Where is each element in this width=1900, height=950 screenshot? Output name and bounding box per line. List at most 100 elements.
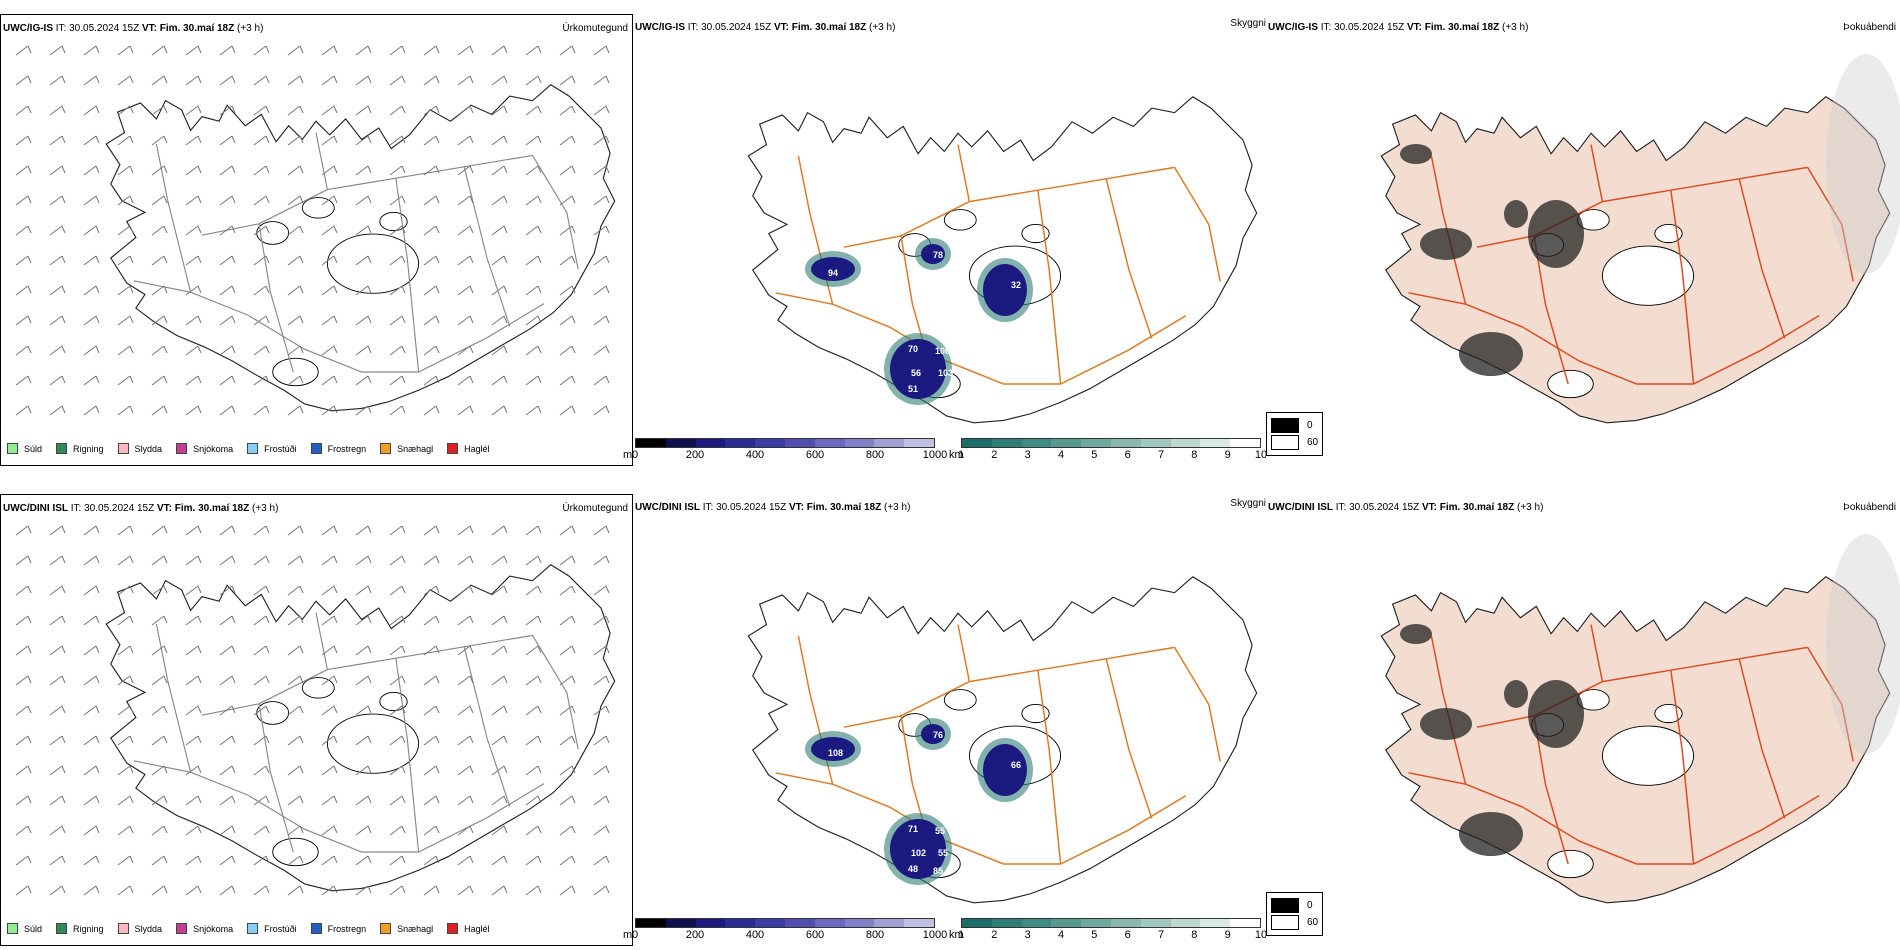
wind-barb [299, 615, 304, 624]
wind-barb [571, 345, 576, 354]
wind-barb [129, 855, 134, 864]
wind-barb [525, 195, 539, 206]
wind-barb [593, 735, 607, 746]
wind-barb [469, 255, 474, 264]
wind-barb [95, 75, 100, 84]
wind-barb [129, 555, 134, 564]
colorbar-tick-label: 1000 [922, 449, 948, 461]
wind-barb [83, 525, 97, 536]
wind-barb [185, 615, 199, 626]
wind-barb [571, 525, 576, 534]
wind-barb [49, 825, 63, 836]
wind-barb [95, 705, 100, 714]
wind-barb [559, 885, 573, 896]
wind-barb [537, 675, 542, 684]
wind-barb [321, 675, 335, 686]
fog-legend-swatch [1271, 435, 1299, 450]
wind-barb [605, 765, 610, 774]
wind-barb [423, 855, 437, 866]
wind-barb [151, 135, 165, 146]
wind-barb [435, 705, 440, 714]
wind-barb [469, 285, 474, 294]
wind-barb [219, 345, 233, 356]
precip-type-title: Úrkomutegund [562, 23, 628, 34]
cloudbase-value-label: 106 [935, 346, 950, 356]
wind-barb [389, 885, 403, 896]
wind-barb [571, 645, 576, 654]
cloudbase-value-label: 94 [828, 268, 838, 278]
wind-barb [593, 75, 607, 86]
wind-barb [129, 195, 134, 204]
cloudbase-value-label: 71 [908, 824, 918, 834]
wind-barb [61, 735, 66, 744]
wind-barb [389, 45, 403, 56]
fog-legend-item: 60 [1271, 435, 1318, 450]
wind-barb [571, 375, 576, 384]
wind-barb [503, 345, 508, 354]
fog-patch [1504, 680, 1528, 708]
wind-barb [163, 285, 168, 294]
wind-barb [49, 675, 63, 686]
wind-barb [231, 165, 236, 174]
wind-barb [151, 105, 165, 116]
wind-barb [185, 855, 199, 866]
wind-barb [355, 585, 369, 596]
wind-barb [559, 405, 573, 416]
wind-barb [151, 195, 165, 206]
wind-barb [537, 885, 542, 894]
precip-legend-swatch [447, 443, 459, 454]
wind-barb [571, 795, 576, 804]
wind-barb [435, 765, 440, 774]
road-line [315, 612, 328, 670]
wind-barb [163, 405, 168, 414]
wind-barb [197, 105, 202, 114]
precip-legend-item: Rigning [56, 923, 104, 934]
wind-barb [287, 75, 301, 86]
wind-barb [593, 855, 607, 866]
wind-barb [253, 735, 267, 746]
wind-barb [265, 615, 270, 624]
visibility-title: Skyggni [1230, 18, 1266, 29]
wind-barb [27, 105, 32, 114]
wind-barb [435, 615, 440, 624]
wind-barb [117, 45, 131, 56]
wind-barb [537, 555, 542, 564]
wind-barb [525, 45, 539, 56]
wind-barb [15, 525, 29, 536]
wind-barb [525, 765, 539, 776]
wind-barb [389, 195, 403, 206]
wind-barb [265, 825, 270, 834]
wind-barb [95, 105, 100, 114]
wind-barb [389, 75, 403, 86]
cloudbase-value-label: 103 [938, 368, 953, 378]
wind-barb [265, 105, 270, 114]
wind-barb [287, 885, 301, 896]
wind-barb [491, 525, 505, 536]
wind-barb [593, 45, 607, 56]
wind-barb [117, 705, 131, 716]
wind-barb [61, 195, 66, 204]
wind-barb [333, 405, 338, 414]
wind-barb [49, 555, 63, 566]
wind-barb [503, 645, 508, 654]
wind-barb [457, 225, 471, 236]
wind-barb [299, 195, 304, 204]
road-line [775, 772, 1187, 865]
wind-barb [491, 285, 505, 296]
precip-legend-label: Rigning [73, 923, 104, 934]
colorbar-tick-label: 2 [991, 929, 998, 941]
wind-barb [389, 405, 403, 416]
wind-barb [537, 855, 542, 864]
wind-barb [593, 705, 607, 716]
wind-barb [129, 255, 134, 264]
wind-barb [27, 885, 32, 894]
precip-legend-item: Slydda [117, 923, 162, 934]
wind-barb [117, 855, 131, 866]
wind-barb [423, 765, 437, 776]
colorbar-tick-label: 8 [1191, 929, 1198, 941]
wind-barb [27, 555, 32, 564]
road-line [1670, 670, 1695, 865]
wind-barb [49, 855, 63, 866]
wind-barb [355, 135, 369, 146]
wind-barb [219, 255, 233, 266]
